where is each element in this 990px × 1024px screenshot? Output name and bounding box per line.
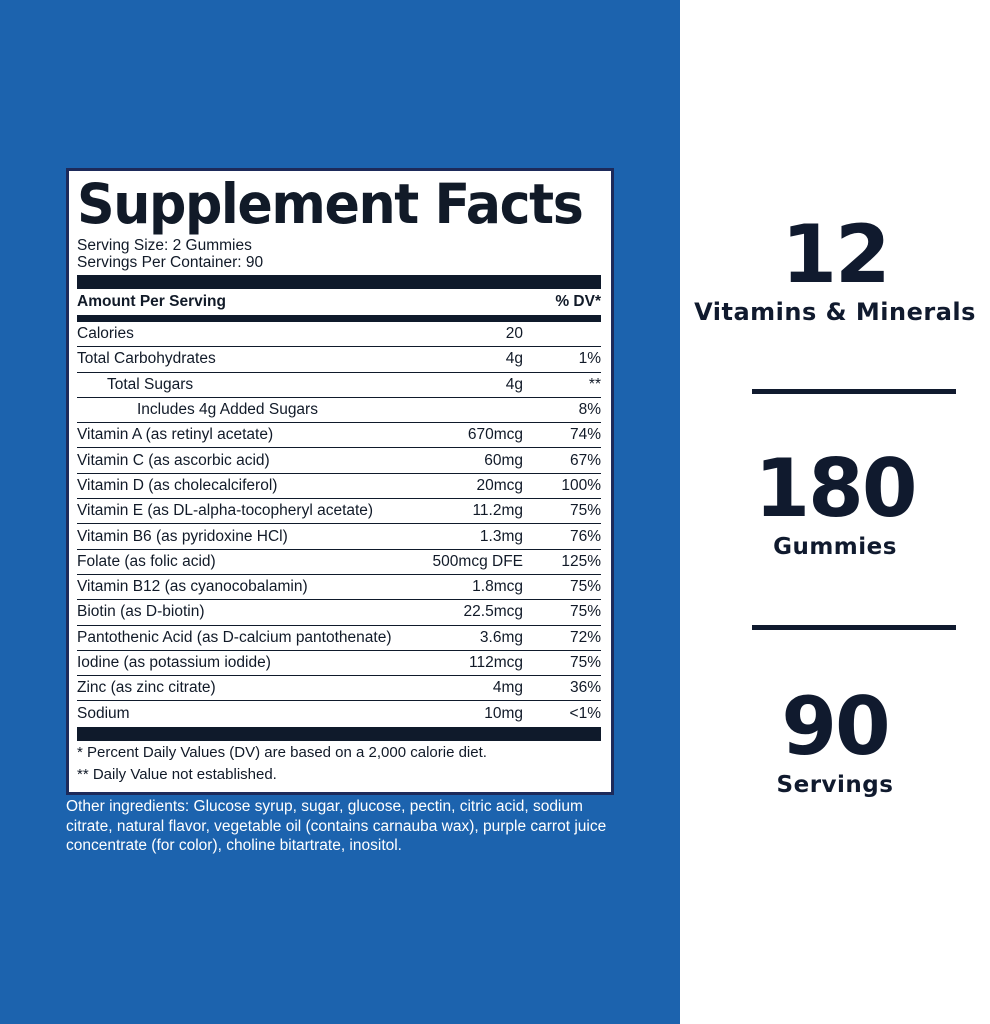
stat-number: 180 — [754, 442, 918, 535]
table-row: Vitamin A (as retinyl acetate) 670mcg 74% — [77, 423, 601, 449]
facts-title: Supplement Facts — [77, 172, 584, 236]
divider — [752, 625, 956, 630]
nutrient-dv: ** — [588, 375, 601, 393]
nutrient-name: Zinc (as zinc citrate) — [77, 679, 216, 697]
nutrient-amount: 20 — [505, 325, 523, 343]
nutrient-amount: 1.8mcg — [472, 578, 523, 596]
serving-size: Serving Size: 2 Gummies — [77, 237, 252, 254]
nutrient-dv: <1% — [569, 705, 601, 723]
footnote-not-established: ** Daily Value not established. — [77, 765, 277, 783]
nutrient-dv: 75% — [569, 502, 601, 520]
nutrient-amount: 11.2mg — [472, 502, 523, 520]
nutrient-name: Vitamin D (as cholecalciferol) — [77, 476, 278, 494]
table-row: Vitamin B12 (as cyanocobalamin) 1.8mcg 75% — [77, 575, 601, 601]
table-row: Vitamin B6 (as pyridoxine HCl) 1.3mg 76% — [77, 524, 601, 550]
servings-per-container: Servings Per Container: 90 — [77, 254, 264, 271]
table-row: Vitamin E (as DL-alpha-tocopheryl acetat… — [77, 499, 601, 525]
stat-gummies: 180 Gummies — [680, 442, 990, 561]
nutrient-amount: 4g — [505, 350, 523, 368]
nutrient-dv: 74% — [569, 426, 601, 444]
table-row: Folate (as folic acid) 500mcg DFE 125% — [77, 550, 601, 575]
nutrient-dv: 75% — [569, 603, 601, 621]
table-row: Total Sugars 4g ** — [77, 373, 601, 398]
nutrient-dv: 100% — [561, 476, 601, 494]
nutrient-amount: 670mcg — [467, 426, 523, 444]
nutrient-name: Vitamin E (as DL-alpha-tocopheryl acetat… — [77, 502, 374, 520]
nutrient-amount: 500mcg DFE — [432, 552, 523, 570]
other-ingredients: Other ingredients: Glucose syrup, sugar,… — [66, 798, 607, 854]
table-row: Total Carbohydrates 4g 1% — [77, 347, 601, 373]
nutrient-dv: 67% — [569, 451, 601, 469]
nutrient-amount: 1.3mg — [479, 527, 523, 545]
nutrient-amount: 22.5mcg — [463, 603, 523, 621]
supplement-facts-panel: Supplement Facts Serving Size: 2 Gummies… — [66, 168, 614, 795]
nutrient-dv: 75% — [569, 578, 601, 596]
nutrient-name: Folate (as folic acid) — [77, 552, 216, 570]
stat-vitamins: 12 Vitamins & Minerals — [680, 208, 990, 327]
table-row: Iodine (as potassium iodide) 112mcg 75% — [77, 651, 601, 677]
nutrient-dv: 72% — [569, 628, 601, 646]
nutrient-name: Sodium — [77, 705, 130, 723]
dv-header: % DV* — [555, 293, 601, 310]
nutrient-name: Pantothenic Acid (as D-calcium pantothen… — [77, 628, 392, 646]
table-row: Biotin (as D-biotin) 22.5mcg 75% — [77, 600, 601, 626]
nutrient-amount: 20mcg — [476, 476, 523, 494]
nutrient-name: Vitamin B6 (as pyridoxine HCl) — [77, 527, 288, 545]
nutrient-amount: 4g — [505, 375, 523, 393]
table-row: Calories 20 — [77, 322, 601, 348]
nutrient-name: Vitamin A (as retinyl acetate) — [77, 426, 274, 444]
nutrient-dv: 8% — [578, 401, 601, 419]
table-row: Includes 4g Added Sugars 8% — [77, 398, 601, 424]
facts-table: Calories 20 Total Carbohydrates 4g 1% Total S… — [77, 322, 601, 727]
stat-label: Vitamins & Minerals — [694, 298, 976, 326]
nutrient-name: Includes 4g Added Sugars — [137, 401, 318, 419]
nutrient-name: Total Sugars — [107, 375, 194, 393]
footnote-dv: * Percent Daily Values (DV) are based on… — [77, 743, 487, 761]
nutrient-name: Vitamin C (as ascorbic acid) — [77, 451, 270, 469]
nutrient-name: Iodine (as potassium iodide) — [77, 654, 271, 671]
nutrient-name: Total Carbohydrates — [77, 350, 216, 368]
nutrient-dv: 75% — [569, 654, 601, 671]
nutrient-name: Vitamin B12 (as cyanocobalamin) — [77, 578, 308, 596]
divider — [77, 315, 601, 322]
amount-header: Amount Per Serving — [77, 293, 226, 310]
stat-label: Servings — [776, 772, 894, 798]
divider — [77, 275, 601, 289]
stat-servings: 90 Servings — [680, 680, 990, 799]
nutrient-amount: 112mcg — [469, 654, 523, 671]
nutrient-dv: 36% — [569, 679, 601, 697]
table-row: Vitamin C (as ascorbic acid) 60mg 67% — [77, 448, 601, 474]
nutrient-dv: 125% — [561, 552, 601, 570]
table-row: Pantothenic Acid (as D-calcium pantothen… — [77, 626, 601, 651]
table-row: Sodium 10mg <1% — [77, 701, 601, 726]
nutrient-name: Biotin (as D-biotin) — [77, 603, 205, 621]
nutrient-name: Calories — [77, 325, 134, 343]
nutrient-amount: 10mg — [484, 705, 523, 723]
table-header: Amount Per Serving % DV* — [77, 289, 601, 315]
stat-number: 90 — [781, 680, 890, 773]
nutrient-dv: 76% — [569, 527, 601, 545]
nutrient-amount: 3.6mg — [479, 628, 523, 646]
nutrient-dv: 1% — [578, 350, 601, 368]
stat-number: 12 — [781, 208, 890, 301]
divider — [752, 389, 956, 394]
nutrient-amount: 4mg — [492, 679, 523, 697]
table-row: Vitamin D (as cholecalciferol) 20mcg 100% — [77, 474, 601, 500]
nutrient-amount: 60mg — [484, 451, 523, 469]
divider — [77, 726, 601, 741]
stat-label: Gummies — [773, 534, 897, 560]
table-row: Zinc (as zinc citrate) 4mg 36% — [77, 676, 601, 702]
